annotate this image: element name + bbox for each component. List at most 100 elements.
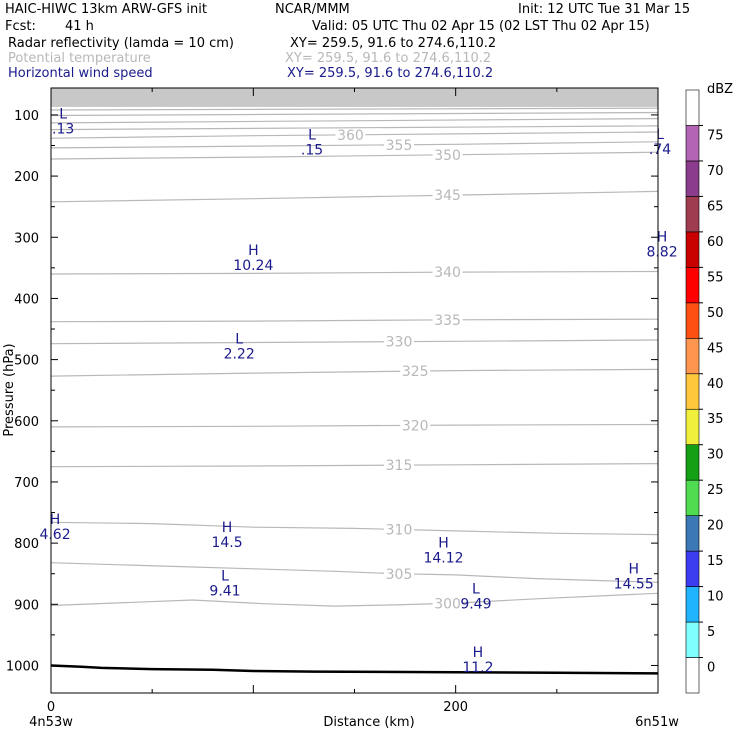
colorbar-title: dBZ xyxy=(707,82,733,97)
theta-contour xyxy=(50,423,659,428)
colorbar-label: 20 xyxy=(707,519,724,534)
colorbar-label: 40 xyxy=(707,377,724,392)
theta-contour xyxy=(50,368,659,377)
y-tick-label: 800 xyxy=(14,537,39,552)
colorbar-label: 30 xyxy=(707,448,724,463)
theta-label: 340 xyxy=(434,265,461,281)
theta-label: 305 xyxy=(386,567,413,583)
y-tick-label: 500 xyxy=(14,354,39,369)
theta-label-bg xyxy=(384,566,415,581)
theta-contour xyxy=(50,111,659,117)
x-axis-label: Distance (km) xyxy=(323,715,414,730)
theta-label: 335 xyxy=(434,313,461,329)
colorbar-label: 35 xyxy=(707,412,724,427)
wind-extremum-value: 9.49 xyxy=(460,596,491,612)
theta-label: 355 xyxy=(386,138,413,154)
theta-contours: 300 305 310 315 320 325 330 335 340 345 350 355 360 xyxy=(50,107,659,612)
theta-contour xyxy=(50,339,659,345)
theta-label-bg xyxy=(432,188,463,203)
x-left-endpoint-label: 4n53w xyxy=(29,715,73,730)
header-org: NCAR/MMM xyxy=(275,2,350,17)
top-fill-region xyxy=(51,88,658,107)
ground-surface xyxy=(50,664,659,675)
colorbar-label: 70 xyxy=(707,164,724,179)
header-fcst-label: Fcst: xyxy=(5,19,36,34)
wind-extremum-type: H xyxy=(657,230,668,246)
colorbar-label: 50 xyxy=(707,306,724,321)
colorbar-label: 55 xyxy=(707,270,724,285)
wind-extremum-value: .74 xyxy=(649,142,671,158)
wind-extremum-value: 4.62 xyxy=(39,527,70,543)
header-fcst-value: 41 h xyxy=(65,19,94,34)
colorbar-label: 45 xyxy=(707,341,724,356)
theta-label: 360 xyxy=(337,128,364,144)
y-axis: 100 200 300 400 500 600 700 800 900 1000 xyxy=(6,109,658,674)
wind-extremum-value: 14.55 xyxy=(614,577,654,593)
theta-label-bg xyxy=(432,147,463,162)
field-wind-name: Horizontal wind speed xyxy=(8,66,153,81)
colorbar-label: 75 xyxy=(707,128,724,143)
y-tick-label: 1000 xyxy=(6,659,39,674)
theta-label: 330 xyxy=(386,335,413,351)
colorbar-swatch xyxy=(685,373,700,410)
colorbar-swatch xyxy=(685,621,700,658)
wind-extremum-type: H xyxy=(248,243,259,259)
wind-extremum-value: 2.22 xyxy=(224,347,255,363)
colorbar-label: 60 xyxy=(707,235,724,250)
colorbar-swatch xyxy=(685,550,700,587)
wind-extremum-value: 14.5 xyxy=(211,535,242,551)
y-tick-label: 900 xyxy=(14,598,39,613)
wind-extremum-type: L xyxy=(472,581,480,597)
field-theta-name: Potential temperature xyxy=(8,51,151,66)
top-fill xyxy=(51,88,658,107)
y-tick-label: 400 xyxy=(14,292,39,307)
colorbar-swatch xyxy=(685,302,700,339)
colorbar-label: 25 xyxy=(707,483,724,498)
wind-extremum-value: .15 xyxy=(301,142,323,158)
theta-label-bg xyxy=(432,265,463,280)
field-reflectivity-name: Radar reflectivity (lamda = 10 cm) xyxy=(8,36,234,51)
theta-label-bg xyxy=(400,418,431,433)
colorbar-swatch xyxy=(685,586,700,623)
wind-extremum-type: L xyxy=(221,568,229,584)
theta-label-bg xyxy=(384,137,415,152)
wind-extremum-type: L xyxy=(308,127,316,143)
theta-label-bg xyxy=(384,334,415,349)
wind-extremum-value: 9.41 xyxy=(209,583,240,599)
theta-contour xyxy=(50,318,659,323)
theta-contour xyxy=(50,107,659,111)
colorbar-swatch xyxy=(685,196,700,233)
colorbar-label: 65 xyxy=(707,199,724,214)
y-tick-label: 200 xyxy=(14,170,39,185)
theta-label: 300 xyxy=(434,596,461,612)
colorbar-swatch xyxy=(685,337,700,375)
wind-extremum-type: L xyxy=(59,107,67,123)
wind-extremum-value: 10.24 xyxy=(233,258,273,274)
colorbar: 0 5 10 15 20 25 30 35 40 45 50 55 60 65 70 75 xyxy=(685,89,724,694)
theta-label-bg xyxy=(432,596,463,611)
y-tick-label: 100 xyxy=(14,109,39,124)
colorbar-label: 5 xyxy=(707,625,715,640)
theta-label-bg xyxy=(432,312,463,327)
colorbar-label: 0 xyxy=(707,661,715,676)
theta-label: 350 xyxy=(434,148,461,164)
theta-label: 325 xyxy=(402,364,429,380)
field-theta-xy: XY= 259.5, 91.6 to 274.6,110.2 xyxy=(285,51,491,66)
colorbar-swatch xyxy=(685,160,700,197)
header-title: HAIC-HIWC 13km ARW-GFS init xyxy=(5,2,207,17)
theta-contour xyxy=(50,270,659,275)
wind-extremum-value: .13 xyxy=(52,122,74,138)
colorbar-swatch xyxy=(685,408,700,446)
colorbar-swatch xyxy=(685,657,700,694)
wind-extremum-type: H xyxy=(50,512,61,528)
theta-contour xyxy=(50,592,659,607)
theta-label: 315 xyxy=(386,458,413,474)
wind-extremum-type: H xyxy=(438,535,449,551)
theta-contour xyxy=(50,141,659,149)
wind-extremum-type: L xyxy=(235,332,243,348)
theta-label: 310 xyxy=(386,523,413,539)
ground-line xyxy=(50,664,659,675)
colorbar-swatch xyxy=(685,444,700,481)
